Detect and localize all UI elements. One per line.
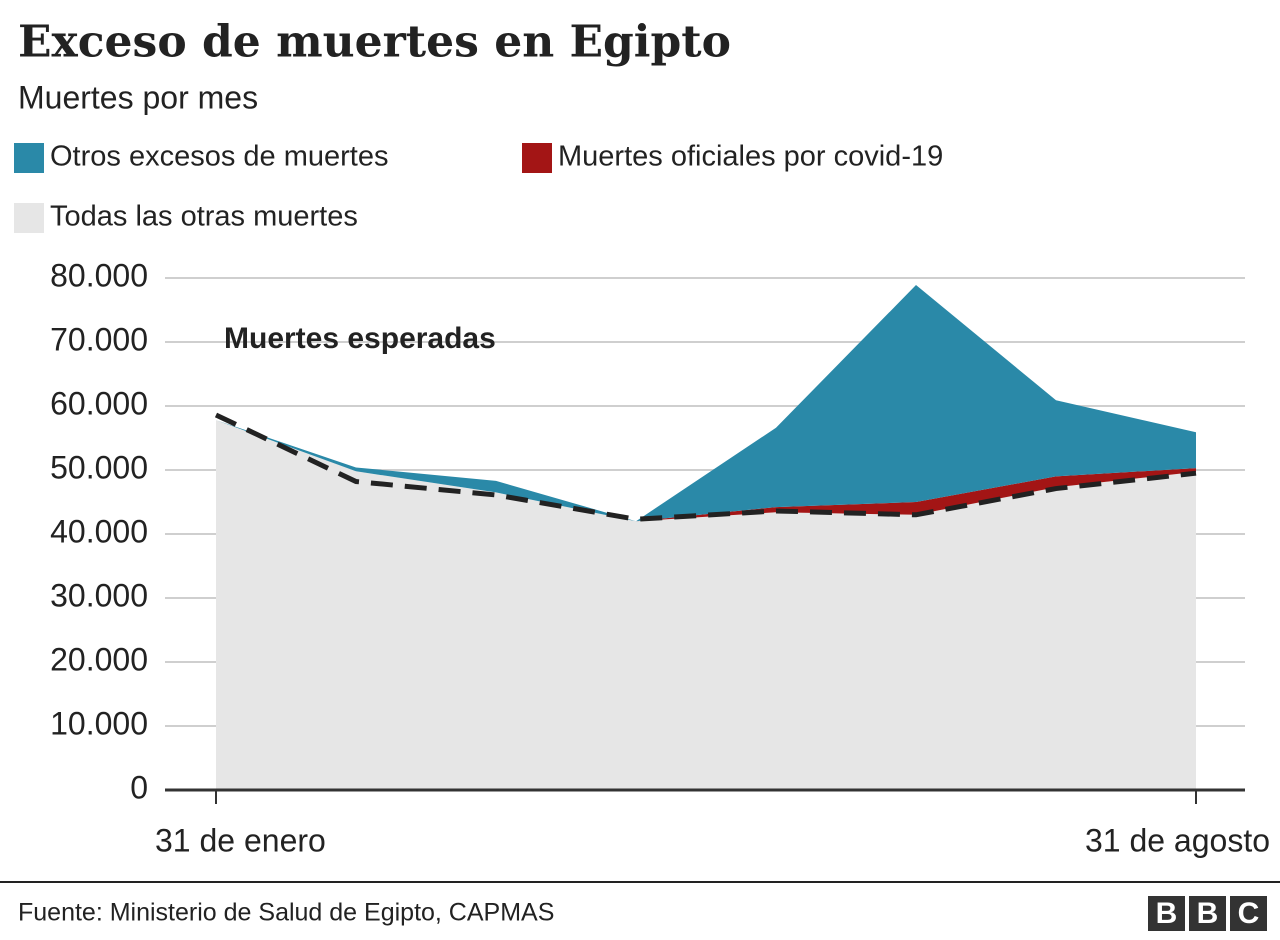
y-tick-label: 40.000 — [50, 513, 148, 549]
legend-swatch — [14, 143, 44, 173]
expected-line — [214, 412, 1197, 522]
chart-subtitle: Muertes por mes — [18, 79, 258, 115]
area — [216, 285, 1196, 522]
y-tick-label: 60.000 — [50, 385, 148, 421]
legend-label: Muertes oficiales por covid-19 — [558, 141, 943, 173]
legend-swatch — [522, 143, 552, 173]
area — [216, 420, 1196, 522]
y-tick-label: 20.000 — [50, 641, 148, 677]
legend-label: Otros excesos de muertes — [50, 141, 388, 173]
logo-letter: B — [1156, 897, 1178, 930]
legend-label: Todas las otras muertes — [50, 201, 358, 233]
annotation: Muertes esperadas — [224, 322, 496, 355]
logo-letter: B — [1197, 897, 1219, 930]
y-tick-label: 70.000 — [50, 321, 148, 357]
source: Fuente: Ministerio de Salud de Egipto, C… — [18, 899, 554, 927]
y-tick-label: 30.000 — [50, 577, 148, 613]
y-tick-label: 50.000 — [50, 449, 148, 485]
x-tick-label: 31 de enero — [155, 822, 326, 858]
y-tick-label: 10.000 — [50, 705, 148, 741]
logo-box — [1148, 896, 1185, 931]
chart-title: Exceso de muertes en Egipto — [18, 17, 731, 68]
logo-box — [1230, 896, 1267, 931]
x-tick-label: 31 de agosto — [1085, 822, 1270, 858]
logo-box — [1189, 896, 1226, 931]
legend-swatch — [14, 203, 44, 233]
y-tick-label: 0 — [130, 769, 148, 805]
logo-letter: C — [1238, 897, 1260, 930]
area — [216, 420, 1196, 790]
y-tick-label: 80.000 — [50, 257, 148, 293]
